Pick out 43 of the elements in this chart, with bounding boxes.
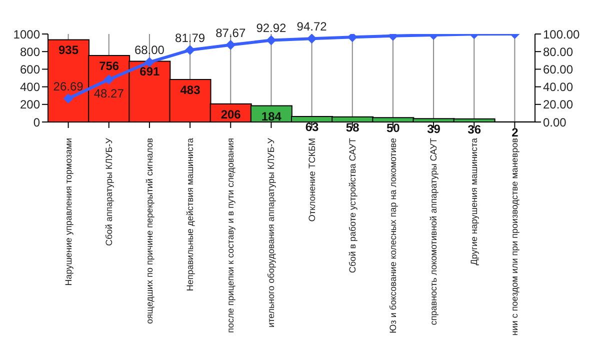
data-label: 92.92 [256, 21, 287, 36]
y2-tick-label: 100.00 [543, 27, 580, 42]
data-label: 483 [180, 83, 201, 98]
y2-tick-label: 0.00 [543, 115, 567, 130]
x-tick-label: ительного оборудования аппаратуры КЛУБ-У [266, 138, 276, 328]
data-label: 68.00 [134, 43, 165, 58]
y2-tick-label: 40.00 [543, 80, 574, 94]
data-label: 58 [346, 120, 360, 134]
data-label: 756 [99, 58, 120, 73]
y-tick-label: 600 [20, 62, 40, 76]
data-label: 94.72 [296, 20, 328, 34]
data-label: 2 [512, 125, 519, 140]
y2-tick-label: 20.00 [543, 98, 574, 112]
data-label: 206 [220, 107, 242, 122]
x-tick-label: Неправильные действия машиниста [185, 138, 196, 292]
data-label: 50 [386, 121, 400, 136]
x-tick-label: после прицепки к составу и в пути следования [226, 138, 236, 333]
data-label: 36 [468, 122, 482, 136]
y2-tick-label: 80.00 [543, 44, 574, 59]
data-label: 39 [427, 122, 441, 136]
x-tick-label: оящедших по причине перекрытий сигналов [144, 138, 154, 324]
x-tick-label: Юз и боксование колесных пар на локомотиве [388, 138, 398, 334]
y2-tick-label: 60.00 [543, 62, 574, 76]
x-tick-label: нии с поездом или при производстве маневров [510, 138, 520, 336]
data-label: 63 [305, 120, 319, 134]
x-tick-label: Отклонение ТСКБМ [306, 138, 317, 222]
x-tick-label: справность локомотивной аппаратуры САУТ [428, 138, 439, 326]
data-label: 184 [261, 109, 282, 124]
y-tick-label: 800 [20, 44, 40, 59]
x-tick-label: Другие нарушения машиниста [469, 138, 480, 266]
y-tick-label: 1000 [13, 27, 40, 42]
data-label: 81.79 [175, 31, 206, 46]
data-label: 26.69 [53, 80, 84, 94]
x-tick-label: Нарушение управления тормозами [63, 138, 74, 286]
data-label: 691 [140, 64, 160, 79]
y-tick-label: 400 [20, 80, 40, 94]
x-tick-label: Сбой аппаратуры КЛУБ-У [104, 138, 114, 246]
data-label: 48.27 [94, 86, 124, 101]
x-tick-label: Сбой в работе устройства САУТ [347, 138, 358, 273]
data-label: 935 [58, 43, 79, 58]
y-tick-label: 200 [20, 98, 40, 112]
y-tick-label: 0 [33, 115, 40, 130]
data-label: 87.67 [216, 26, 246, 40]
